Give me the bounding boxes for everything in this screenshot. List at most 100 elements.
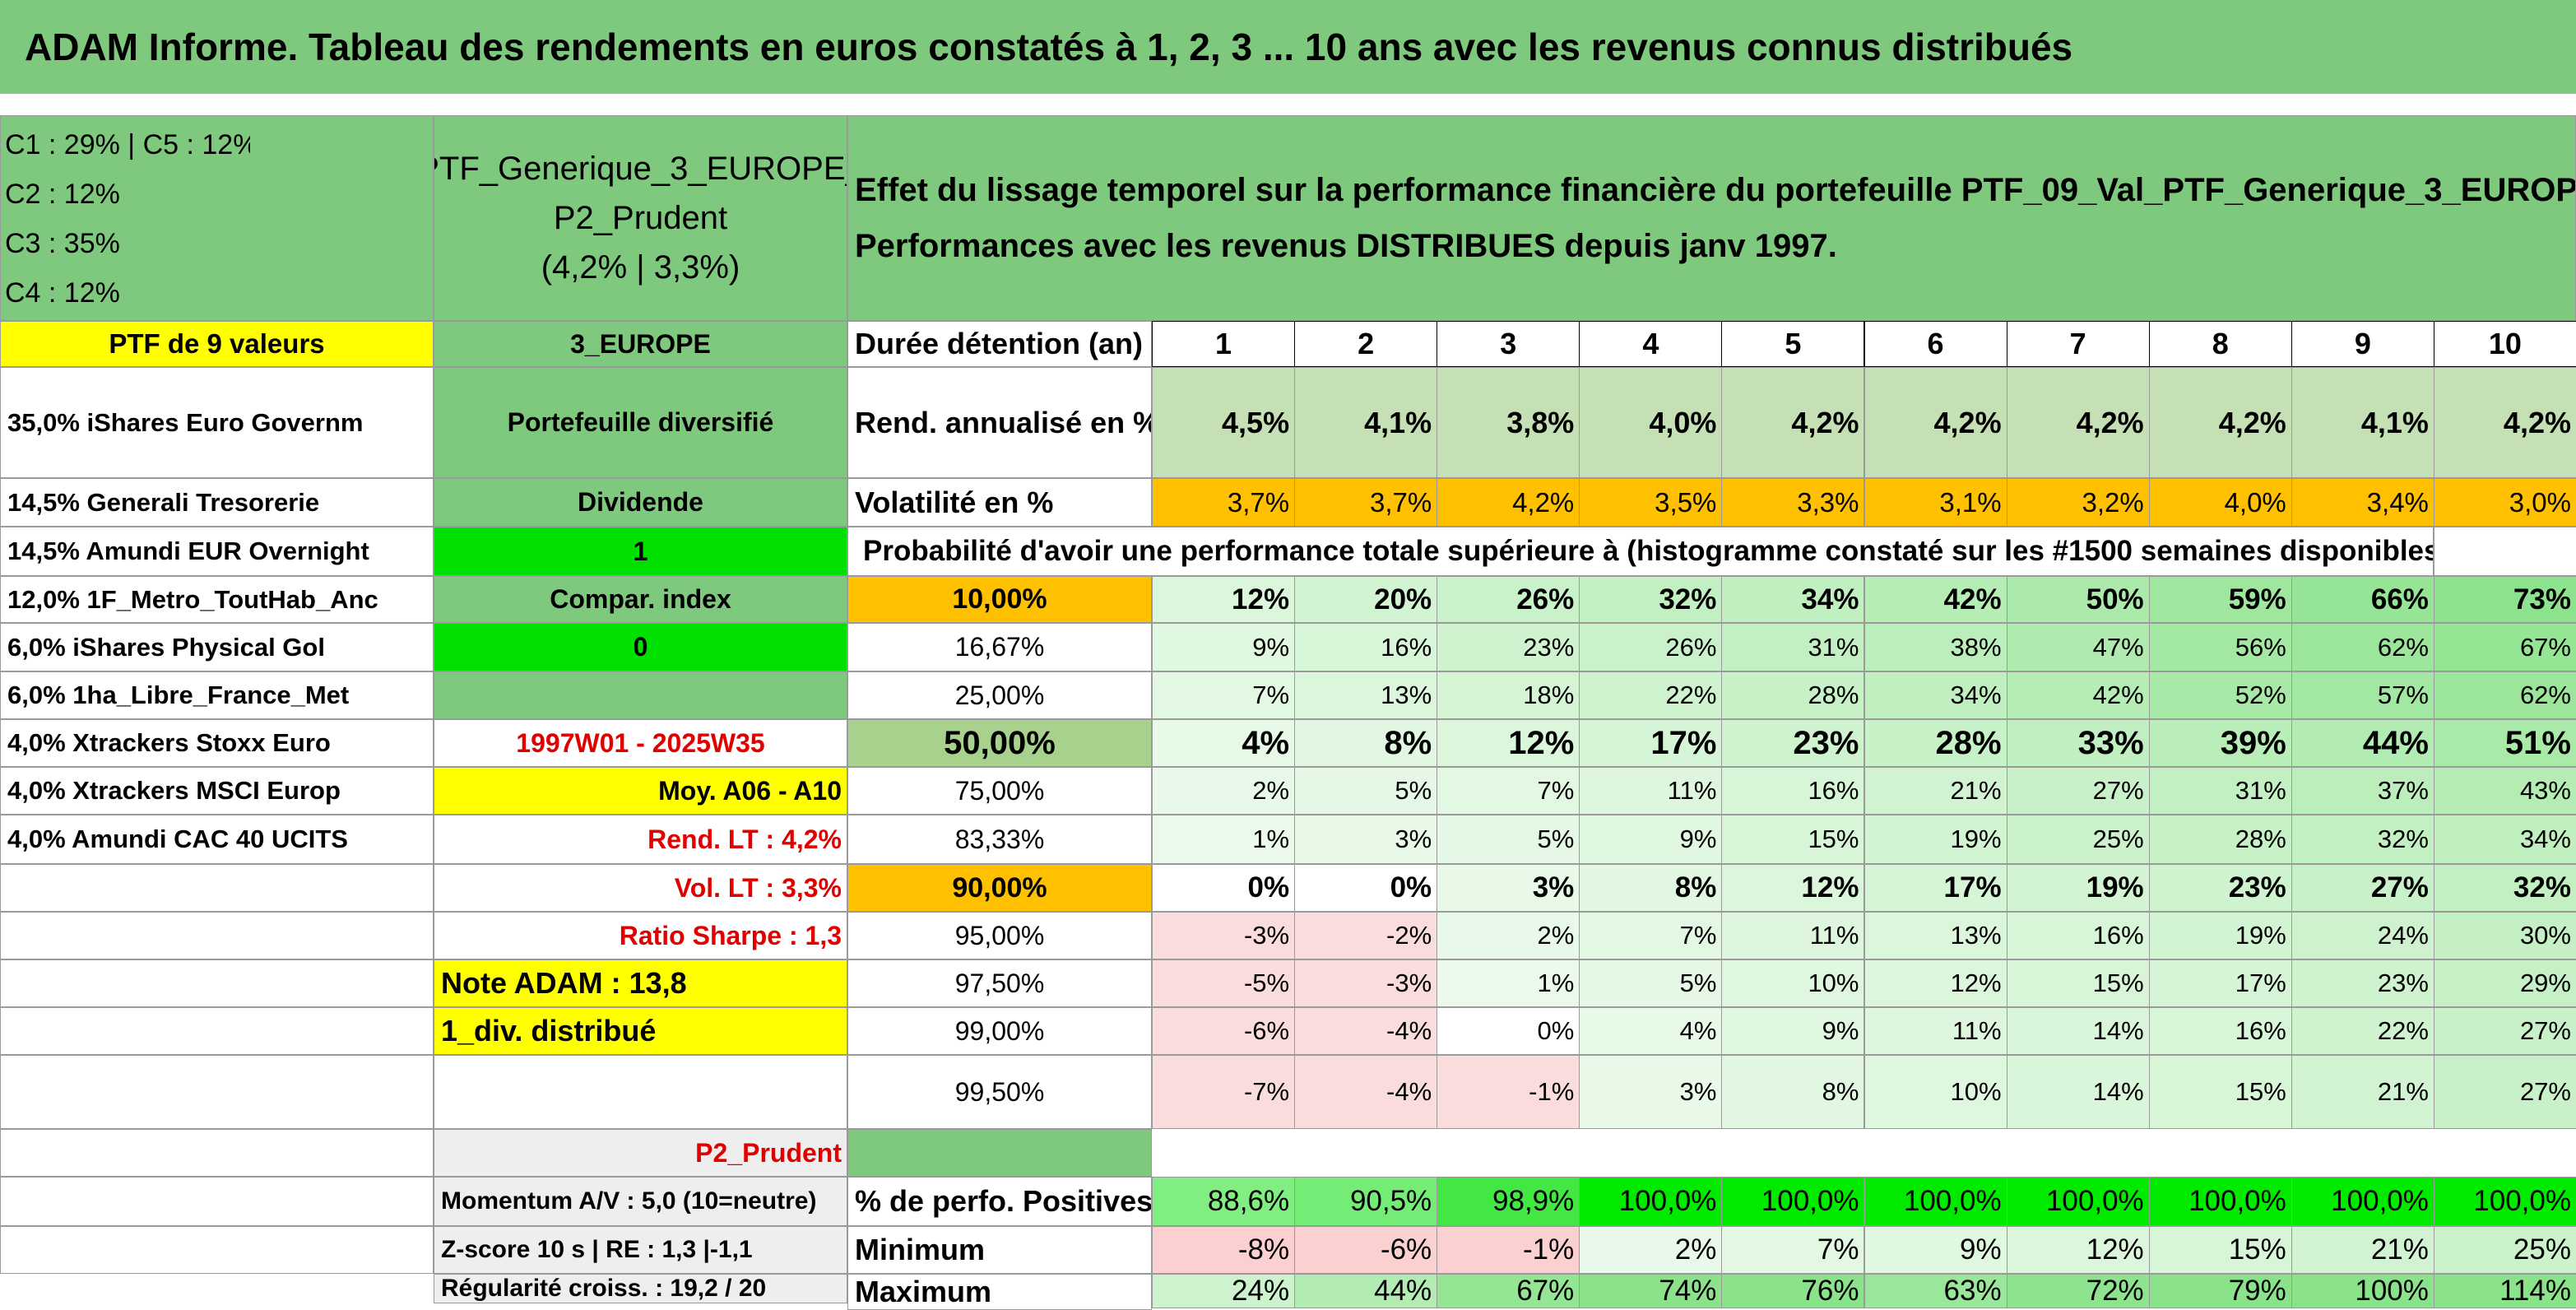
year-header: 2 bbox=[1294, 321, 1438, 367]
volatility-cell: 3,1% bbox=[1864, 478, 2007, 527]
probability-cell: 73% bbox=[2433, 576, 2576, 623]
probability-cell: 37% bbox=[2291, 767, 2434, 815]
positive-performance-cell: 100,0% bbox=[2006, 1177, 2150, 1226]
positive-performance-cell: 100,0% bbox=[1579, 1177, 1723, 1226]
probability-cell: 9% bbox=[1579, 815, 1723, 864]
probability-cell: 3% bbox=[1437, 864, 1580, 912]
empty-cell bbox=[0, 864, 434, 912]
volatility-cell: 3,3% bbox=[1721, 478, 1865, 527]
holdings-header: PTF de 9 valeurs bbox=[0, 321, 434, 367]
probability-cell: 15% bbox=[2006, 959, 2150, 1007]
positive-performance-cell: 88,6% bbox=[1152, 1177, 1296, 1226]
probability-cell: 34% bbox=[1721, 576, 1865, 623]
empty-cell bbox=[0, 959, 434, 1007]
probability-cell: 8% bbox=[1721, 1055, 1865, 1129]
maximum-cell: 74% bbox=[1579, 1274, 1723, 1308]
regularity-indicator: Régularité croiss. : 19,2 / 20 bbox=[434, 1274, 847, 1303]
probability-cell: 27% bbox=[2433, 1007, 2576, 1055]
probability-cell: 24% bbox=[2291, 912, 2434, 959]
volatility-cell: 3,2% bbox=[2006, 478, 2150, 527]
empty-cell bbox=[847, 1129, 1152, 1177]
threshold-cell: 99,00% bbox=[847, 1007, 1152, 1055]
annual-return-cell: 4,1% bbox=[1294, 367, 1438, 478]
threshold-cell: 50,00% bbox=[847, 719, 1152, 767]
probability-cell: 27% bbox=[2006, 767, 2150, 815]
probability-cell: 27% bbox=[2291, 864, 2434, 912]
probability-cell: 56% bbox=[2148, 623, 2292, 671]
threshold-cell: 75,00% bbox=[847, 767, 1152, 815]
portfolio-description-line: Performances avec les revenus DISTRIBUES… bbox=[855, 228, 1837, 264]
probability-cell: 28% bbox=[2148, 815, 2292, 864]
minimum-cell: 15% bbox=[2148, 1226, 2292, 1274]
empty-cell bbox=[2433, 527, 2576, 576]
probability-cell: 21% bbox=[1864, 767, 2007, 815]
threshold-cell: 16,67% bbox=[847, 623, 1152, 671]
threshold-cell: 90,00% bbox=[847, 864, 1152, 912]
year-header: 7 bbox=[2006, 321, 2150, 367]
probability-cell: 10% bbox=[1721, 959, 1865, 1007]
probability-cell: -6% bbox=[1152, 1007, 1296, 1055]
compare-index-value: 0 bbox=[434, 623, 847, 671]
holding-row: 12,0% 1F_Metro_ToutHab_Anc bbox=[0, 576, 434, 623]
probability-cell: 28% bbox=[1864, 719, 2007, 767]
minimum-cell: -1% bbox=[1437, 1226, 1580, 1274]
probability-cell: 19% bbox=[1864, 815, 2007, 864]
threshold-cell: 83,33% bbox=[847, 815, 1152, 864]
probability-cell: 15% bbox=[1721, 815, 1865, 864]
probability-cell: 12% bbox=[1437, 719, 1580, 767]
probability-cell: -4% bbox=[1294, 1007, 1438, 1055]
volatility-cell: 3,7% bbox=[1294, 478, 1438, 527]
dividend-distribution: 1_div. distribué bbox=[434, 1007, 847, 1055]
probability-cell: 2% bbox=[1437, 912, 1580, 959]
probability-cell: 31% bbox=[1721, 623, 1865, 671]
probability-cell: 23% bbox=[1721, 719, 1865, 767]
probability-cell: 51% bbox=[2433, 719, 2576, 767]
threshold-cell: 97,50% bbox=[847, 959, 1152, 1007]
holding-row: 4,0% Xtrackers MSCI Europ bbox=[0, 767, 434, 815]
year-header: 1 bbox=[1152, 321, 1296, 367]
probability-cell: 0% bbox=[1294, 864, 1438, 912]
portfolio-type: Portefeuille diversifié bbox=[434, 367, 847, 478]
sharpe-ratio: Ratio Sharpe : 1,3 bbox=[434, 912, 847, 959]
annual-return-cell: 4,2% bbox=[2006, 367, 2150, 478]
spacer-row bbox=[0, 97, 2576, 115]
holding-row: 14,5% Generali Tresorerie bbox=[0, 478, 434, 527]
positive-performance-cell: 98,9% bbox=[1437, 1177, 1580, 1226]
probability-cell: 42% bbox=[1864, 576, 2007, 623]
year-header: 4 bbox=[1579, 321, 1723, 367]
holding-row: 35,0% iShares Euro Governm bbox=[0, 367, 434, 478]
probability-cell: 14% bbox=[2006, 1007, 2150, 1055]
holding-row: 14,5% Amundi EUR Overnight bbox=[0, 527, 434, 576]
dividend-value: 1 bbox=[434, 527, 847, 576]
positive-performance-cell: 100,0% bbox=[2148, 1177, 2292, 1226]
probability-cell: 17% bbox=[2148, 959, 2292, 1007]
empty-cell bbox=[0, 1226, 434, 1274]
risk-profile: P2_Prudent bbox=[434, 1129, 847, 1177]
positive-performance-cell: 100,0% bbox=[1721, 1177, 1865, 1226]
empty-cell bbox=[0, 1129, 434, 1177]
probability-cell: 1% bbox=[1437, 959, 1580, 1007]
maximum-cell: 24% bbox=[1152, 1274, 1296, 1308]
adam-score: Note ADAM : 13,8 bbox=[434, 959, 847, 1007]
probability-cell: 34% bbox=[1864, 671, 2007, 719]
probability-cell: 18% bbox=[1437, 671, 1580, 719]
probability-cell: 2% bbox=[1152, 767, 1296, 815]
probability-cell: 0% bbox=[1152, 864, 1296, 912]
probability-cell: 16% bbox=[2006, 912, 2150, 959]
probability-cell: 4% bbox=[1152, 719, 1296, 767]
pie-legend-item: C2 : 12% bbox=[5, 178, 120, 210]
annual-return-cell: 4,2% bbox=[1721, 367, 1865, 478]
threshold-cell: 99,50% bbox=[847, 1055, 1152, 1129]
annual-return-label: Rend. annualisé en % bbox=[847, 367, 1152, 478]
positive-performance-cell: 100,0% bbox=[2291, 1177, 2434, 1226]
minimum-cell: -6% bbox=[1294, 1226, 1438, 1274]
annual-return-cell: 4,2% bbox=[2148, 367, 2292, 478]
positive-performance-cell: 100,0% bbox=[2433, 1177, 2576, 1226]
probability-cell: 7% bbox=[1437, 767, 1580, 815]
maximum-cell: 79% bbox=[2148, 1274, 2292, 1308]
average-period: Moy. A06 - A10 bbox=[434, 767, 847, 815]
probability-cell: 23% bbox=[2148, 864, 2292, 912]
probability-cell: 9% bbox=[1152, 623, 1296, 671]
probability-cell: 26% bbox=[1579, 623, 1723, 671]
